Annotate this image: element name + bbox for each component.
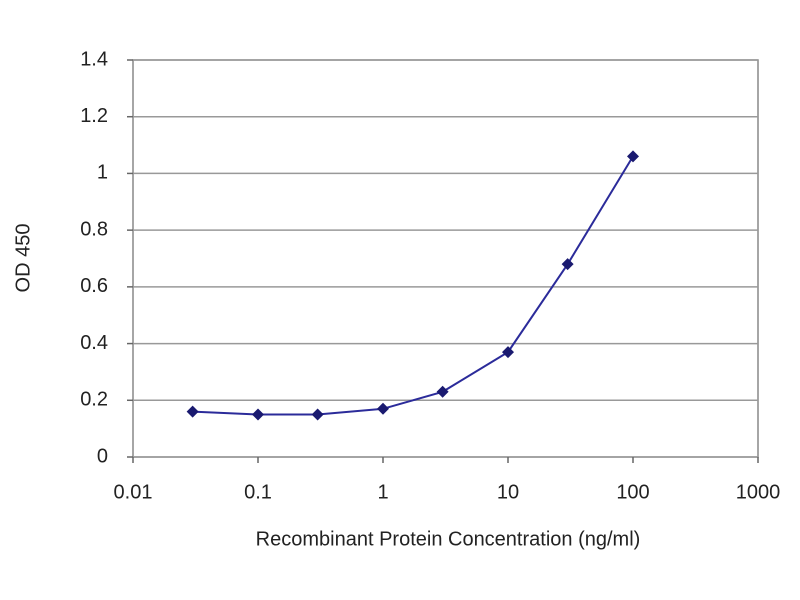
x-tick-label: 1000 (736, 481, 781, 503)
y-tick-label: 0.4 (80, 332, 108, 354)
data-point (436, 385, 449, 398)
data-point (311, 408, 324, 421)
y-tick-label: 1.2 (80, 105, 108, 127)
x-tick-label: 1 (377, 481, 388, 503)
y-tick-label: 0 (97, 445, 108, 467)
data-point (502, 346, 514, 359)
series-line (192, 155, 634, 416)
x-axis-label: Recombinant Protein Concentration (ng/ml… (256, 528, 641, 550)
x-tick-label: 100 (616, 481, 649, 503)
y-axis-label: OD 450 (12, 224, 34, 293)
y-tick-label: 1 (97, 162, 108, 184)
data-point (252, 408, 264, 421)
data-point (186, 405, 199, 418)
data-point (561, 258, 574, 271)
x-tick-label: 10 (497, 481, 519, 503)
data-point (377, 402, 389, 415)
plot-area (132, 59, 759, 458)
y-tick-label: 0.6 (80, 275, 108, 297)
data-point (627, 150, 639, 163)
y-tick-label: 0.2 (80, 389, 108, 411)
x-tick-label: 0.1 (244, 481, 272, 503)
y-tick-label: 0.8 (80, 218, 108, 240)
x-tick-label: 0.01 (114, 481, 153, 503)
y-tick-label: 1.4 (80, 48, 108, 70)
